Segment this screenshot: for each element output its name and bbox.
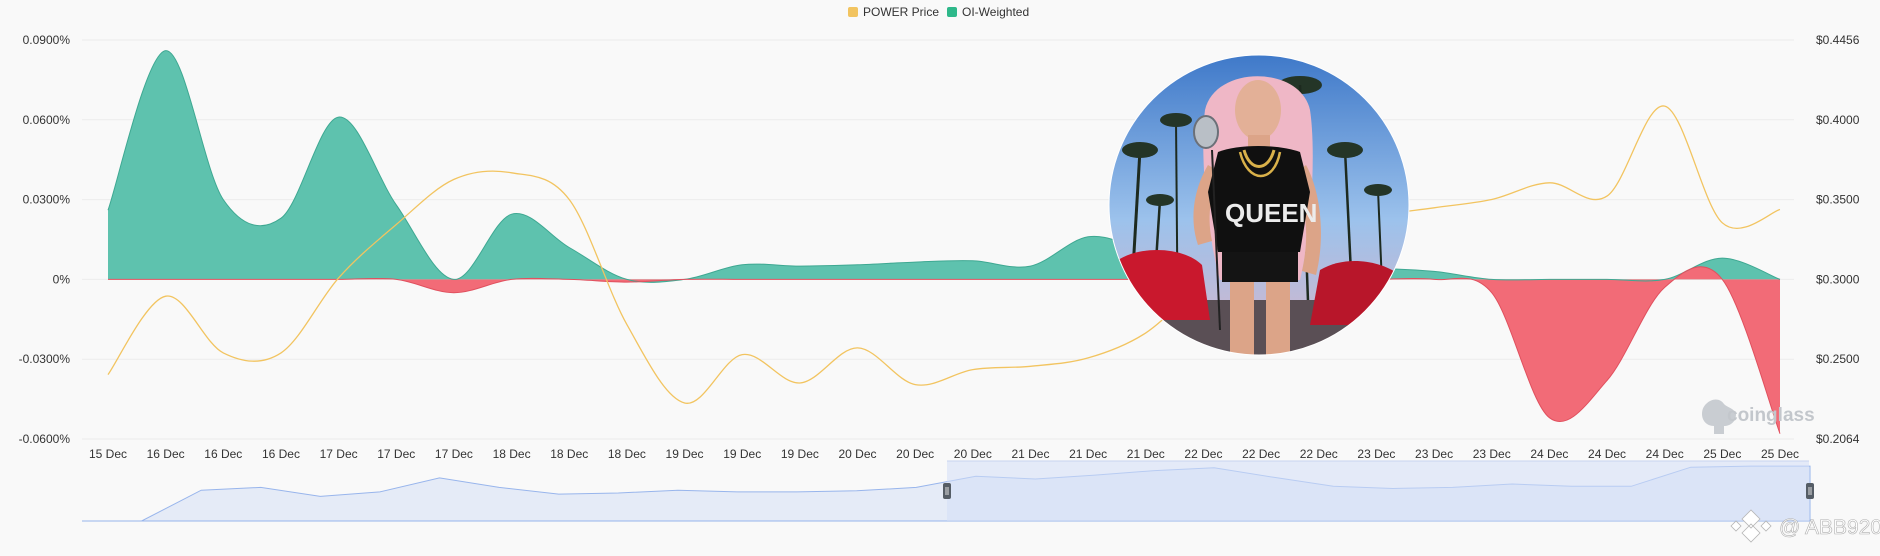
x-tick-label: 18 Dec <box>550 447 588 461</box>
x-tick-label: 18 Dec <box>493 447 531 461</box>
y-left-tick-label: -0.0600% <box>19 432 71 446</box>
y-axis-right: $0.4456 $0.4000 $0.3500 $0.3000 $0.2500 $0.20… <box>1816 33 1860 446</box>
y-right-tick-label: $0.4000 <box>1816 113 1860 127</box>
x-tick-label: 19 Dec <box>666 447 704 461</box>
y-left-tick-label: 0.0600% <box>23 113 71 127</box>
credit-text: @ ABB920 <box>1779 516 1880 539</box>
x-tick-label: 16 Dec <box>204 447 242 461</box>
y-right-tick-label: $0.3000 <box>1816 272 1860 286</box>
y-right-tick-label: $0.4456 <box>1816 33 1860 47</box>
y-left-tick-label: 0% <box>53 272 71 286</box>
navigator-right-handle[interactable] <box>1806 483 1814 499</box>
y-right-tick-label: $0.2500 <box>1816 352 1860 366</box>
x-tick-label: 24 Dec <box>1530 447 1568 461</box>
navigator-left-handle[interactable] <box>943 483 951 499</box>
x-tick-label: 20 Dec <box>839 447 877 461</box>
legend-item-oi-weighted[interactable]: OI-Weighted <box>947 5 1029 19</box>
x-tick-label: 24 Dec <box>1646 447 1684 461</box>
legend-item-power-price[interactable]: POWER Price <box>848 5 939 19</box>
x-tick-label: 18 Dec <box>608 447 646 461</box>
x-tick-label: 20 Dec <box>954 447 992 461</box>
y-axis-left: 0.0900% 0.0600% 0.0300% 0% -0.0300% -0.0600% <box>19 33 71 446</box>
legend-swatch-oi-weighted <box>947 7 957 17</box>
x-tick-label: 16 Dec <box>147 447 185 461</box>
x-tick-label: 25 Dec <box>1761 447 1799 461</box>
oi-weighted-negative-area <box>108 266 1780 434</box>
oi-weighted-negative-line <box>108 266 1781 434</box>
legend: POWER Price OI-Weighted <box>848 5 1029 19</box>
y-left-tick-label: 0.0300% <box>23 193 71 207</box>
y-right-tick-label: $0.2064 <box>1816 432 1860 446</box>
x-tick-label: 17 Dec <box>320 447 358 461</box>
x-tick-label: 21 Dec <box>1069 447 1107 461</box>
binance-logo-icon <box>1730 509 1772 543</box>
x-tick-label: 19 Dec <box>781 447 819 461</box>
x-tick-label: 21 Dec <box>1011 447 1049 461</box>
series-power-price <box>107 105 1781 404</box>
x-tick-label: 24 Dec <box>1588 447 1626 461</box>
y-right-tick-label: $0.3500 <box>1816 193 1860 207</box>
x-tick-label: 23 Dec <box>1357 447 1395 461</box>
x-tick-label: 20 Dec <box>896 447 934 461</box>
oi-weighted-positive-line <box>107 50 1781 283</box>
navigator-selection[interactable] <box>947 461 1809 521</box>
series-oi-weighted <box>107 50 1781 434</box>
x-tick-label: 22 Dec <box>1300 447 1338 461</box>
x-axis: 15 Dec 16 Dec 16 Dec 16 Dec 17 Dec 17 Dec 17 D… <box>89 447 1799 461</box>
x-tick-label: 22 Dec <box>1184 447 1222 461</box>
x-tick-label: 25 Dec <box>1703 447 1741 461</box>
credit-watermark: @ ABB920 <box>1730 509 1880 543</box>
x-tick-label: 23 Dec <box>1415 447 1453 461</box>
y-left-tick-label: 0.0900% <box>23 33 71 47</box>
x-tick-label: 15 Dec <box>89 447 127 461</box>
oi-weighted-positive-area <box>108 50 1780 283</box>
x-tick-label: 16 Dec <box>262 447 300 461</box>
coinglass-text: coinglass <box>1727 405 1815 426</box>
y-left-tick-label: -0.0300% <box>19 352 71 366</box>
x-tick-label: 22 Dec <box>1242 447 1280 461</box>
coinglass-watermark: coinglass <box>1702 399 1815 434</box>
legend-label-power-price: POWER Price <box>863 5 939 19</box>
x-tick-label: 17 Dec <box>377 447 415 461</box>
power-price-line <box>107 105 1781 404</box>
x-tick-label: 23 Dec <box>1473 447 1511 461</box>
x-tick-label: 19 Dec <box>723 447 761 461</box>
legend-label-oi-weighted: OI-Weighted <box>962 5 1029 19</box>
range-navigator[interactable] <box>82 460 1814 522</box>
x-tick-label: 21 Dec <box>1127 447 1165 461</box>
coinglass-logo-icon <box>1702 399 1736 434</box>
shirt-text: QUEEN <box>1225 198 1317 228</box>
legend-swatch-power-price <box>848 7 858 17</box>
x-tick-label: 17 Dec <box>435 447 473 461</box>
profile-photo: QUEEN <box>1108 54 1410 356</box>
